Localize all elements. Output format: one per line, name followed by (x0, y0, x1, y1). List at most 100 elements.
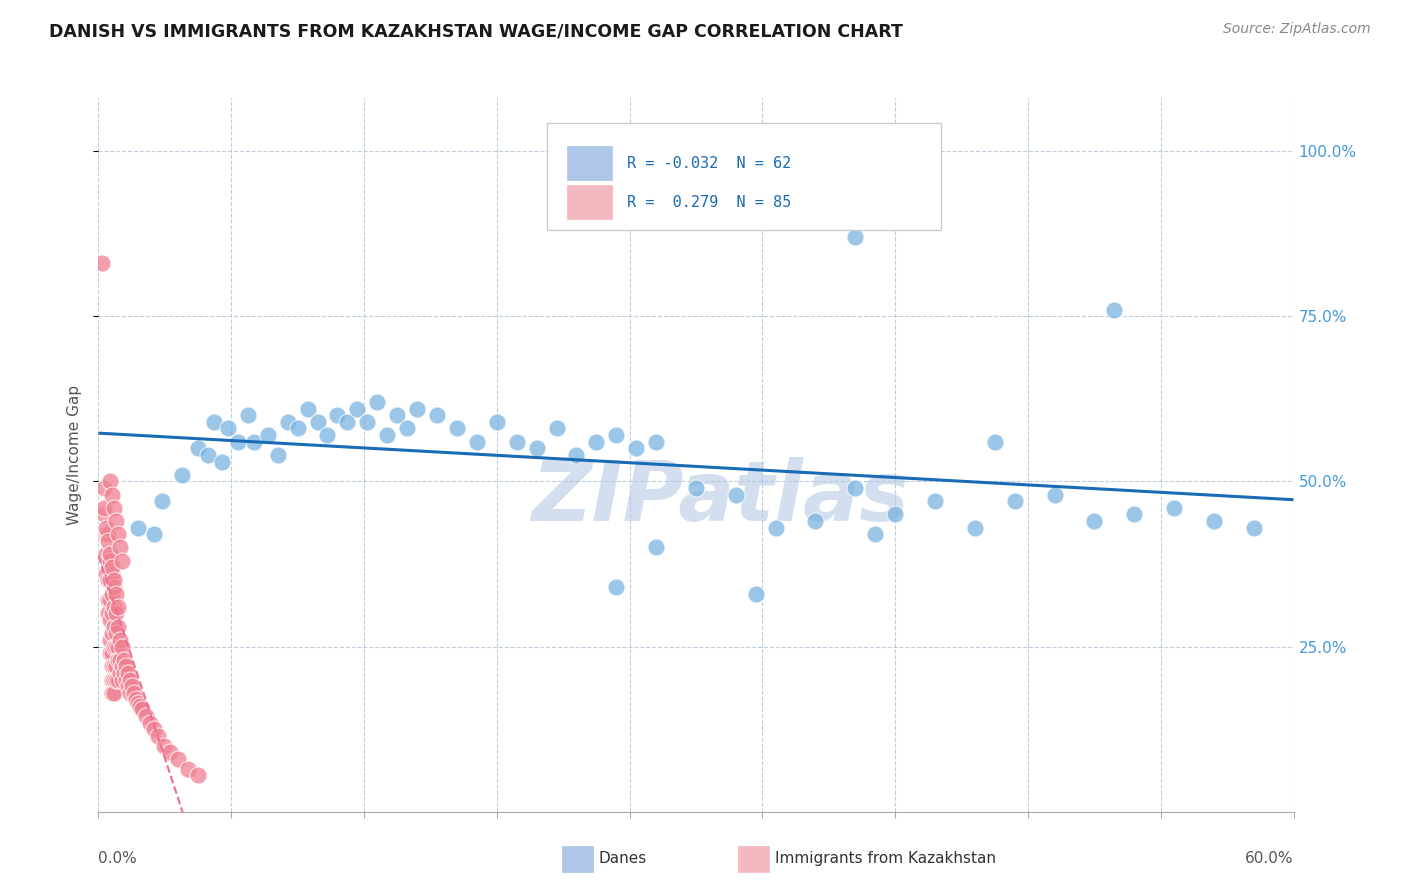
Point (316, 428, 339, 442)
Point (110, 665, 132, 680)
Point (863, 527, 887, 541)
Point (100, 475, 122, 489)
Point (103, 500, 125, 515)
Point (924, 494, 946, 508)
Point (243, 434, 266, 449)
Point (177, 762, 200, 776)
Point (124, 686, 146, 700)
Point (121, 679, 143, 693)
Point (465, 434, 488, 449)
Point (685, 481, 707, 495)
Point (110, 632, 132, 647)
Point (1202, 514, 1225, 528)
Point (197, 448, 219, 462)
Point (256, 428, 278, 442)
Point (100, 547, 122, 561)
Point (107, 620, 129, 634)
Point (103, 580, 125, 594)
Point (396, 421, 419, 435)
Point (159, 745, 181, 759)
Point (101, 607, 124, 621)
FancyBboxPatch shape (567, 186, 613, 219)
Point (101, 646, 124, 660)
Point (844, 481, 866, 495)
Point (111, 640, 134, 654)
Point (103, 574, 125, 588)
Point (100, 632, 122, 647)
Point (100, 554, 122, 568)
Point (150, 494, 173, 508)
Point (97, 533, 120, 548)
Point (1243, 520, 1265, 534)
Point (96, 547, 118, 561)
Point (107, 653, 129, 667)
Point (117, 665, 139, 680)
Point (110, 653, 132, 667)
Point (804, 514, 827, 528)
Point (645, 434, 668, 449)
Point (100, 646, 122, 660)
Point (107, 673, 129, 687)
Point (111, 554, 134, 568)
Point (844, 230, 866, 244)
Point (105, 659, 128, 673)
Point (605, 428, 627, 442)
Point (307, 415, 329, 429)
Point (485, 415, 508, 429)
Point (346, 401, 368, 416)
Point (103, 599, 125, 614)
Point (202, 415, 225, 429)
Point (107, 599, 129, 614)
Text: R = -0.032  N = 62: R = -0.032 N = 62 (627, 155, 792, 170)
FancyBboxPatch shape (547, 123, 941, 230)
Point (112, 665, 135, 680)
Point (139, 715, 162, 730)
Point (356, 415, 378, 429)
Point (111, 659, 134, 673)
Point (115, 659, 138, 673)
Point (765, 520, 787, 534)
Point (111, 673, 134, 687)
Point (211, 454, 233, 468)
Point (724, 487, 747, 501)
Point (105, 626, 128, 640)
Point (101, 487, 124, 501)
Point (100, 593, 122, 607)
Y-axis label: Wage/Income Gap: Wage/Income Gap (67, 384, 83, 525)
Point (120, 673, 142, 687)
Point (963, 520, 986, 534)
Point (101, 587, 124, 601)
FancyBboxPatch shape (567, 146, 613, 180)
Point (406, 401, 429, 416)
Point (1123, 508, 1146, 522)
Point (97, 593, 120, 607)
Point (117, 679, 139, 693)
Point (336, 415, 359, 429)
Point (626, 442, 648, 456)
Point (97, 527, 120, 541)
Point (103, 686, 125, 700)
Point (187, 768, 209, 782)
Text: Danes: Danes (599, 852, 647, 866)
Point (105, 514, 128, 528)
Point (236, 409, 259, 423)
Point (217, 421, 239, 435)
Point (91, 256, 114, 270)
Point (101, 686, 124, 700)
Point (366, 395, 388, 409)
Point (97, 574, 120, 588)
Point (326, 409, 349, 423)
Text: 60.0%: 60.0% (1246, 851, 1294, 866)
Point (129, 698, 152, 713)
Point (101, 566, 124, 581)
Point (1004, 494, 1026, 508)
Point (96, 520, 118, 534)
Point (101, 560, 124, 574)
Text: 0.0%: 0.0% (98, 851, 138, 866)
Point (745, 587, 768, 601)
Point (984, 434, 1007, 449)
Point (426, 409, 449, 423)
Point (127, 696, 149, 710)
Point (103, 673, 125, 687)
Point (93, 481, 115, 495)
